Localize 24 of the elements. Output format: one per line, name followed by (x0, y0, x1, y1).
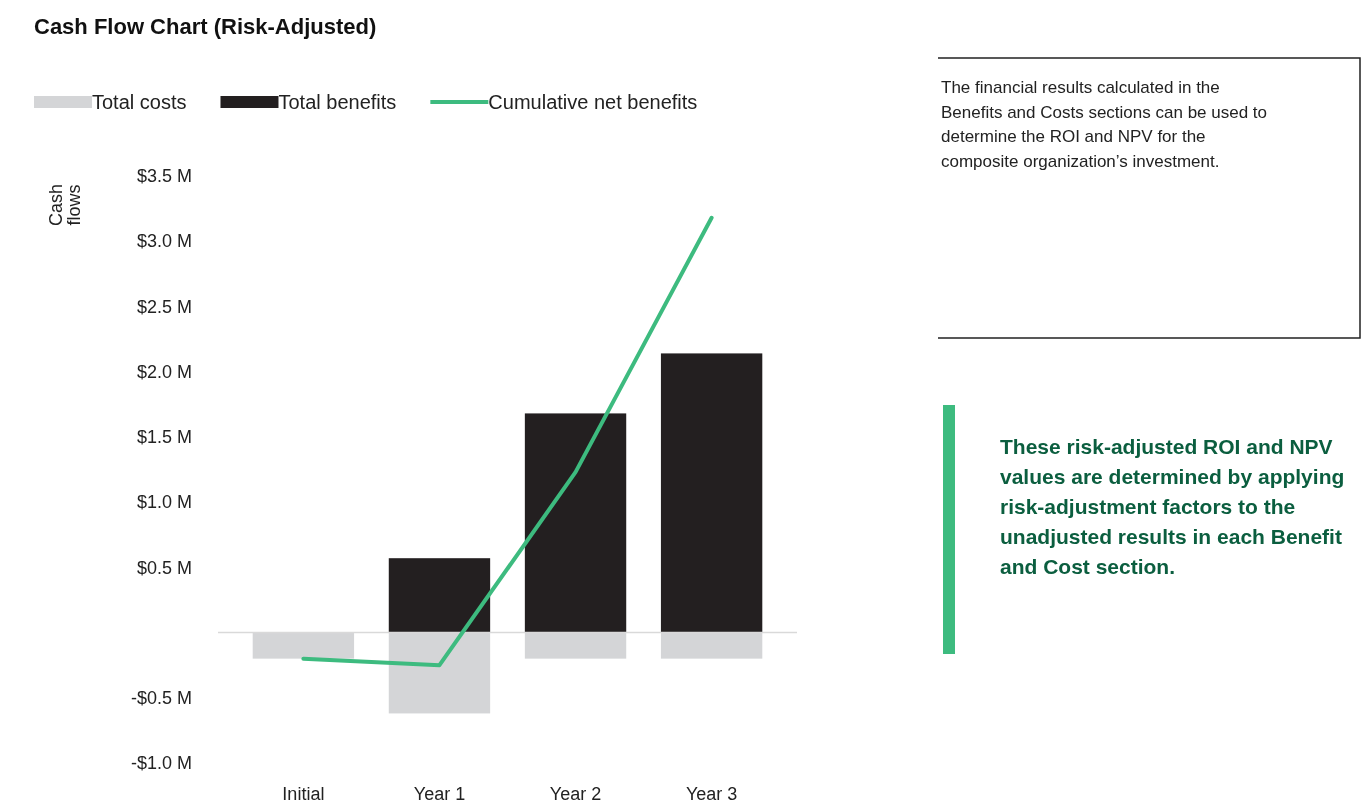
legend-label: Total costs (92, 91, 187, 113)
y-tick-label: -$0.5 M (130, 688, 192, 709)
y-axis-title: Cash flows (46, 183, 84, 227)
bar (388, 558, 491, 633)
y-tick-label: $2.5 M (136, 296, 192, 317)
legend-label: Cumulative net benefits (488, 91, 698, 113)
y-tick-label: $1.0 M (136, 492, 192, 513)
x-tick-label: Year 3 (685, 783, 738, 803)
y-tick-label: -$1.0 M (130, 753, 192, 774)
text: These risk-adjusted ROI and NPV values are determined by applying risk-adjustment factors to the unadjusted results in each Benefit and Cost section. (1000, 434, 1346, 580)
bar (524, 413, 627, 633)
x-tick-label: Year 1 (413, 783, 466, 803)
bar (660, 353, 763, 633)
y-tick-label: $3.5 M (136, 166, 192, 187)
y-tick-label: $3.0 M (136, 231, 192, 252)
text: The financial results calculated in the Benefits and Costs sections can be used to determine the ROI and NPV for the composite organization’s investment. (941, 77, 1269, 173)
y-tick-label: $2.0 M (136, 361, 192, 382)
x-tick-label: Initial (282, 783, 325, 803)
legend-label: Total benefits (278, 91, 397, 113)
y-tick-label: $1.5 M (136, 427, 192, 448)
y-tick-label: $0.5 M (136, 557, 192, 578)
x-tick-label: Year 2 (549, 783, 602, 803)
line-series (301, 215, 714, 668)
chart-title: Cash Flow Chart (Risk-Adjusted) (34, 14, 377, 39)
